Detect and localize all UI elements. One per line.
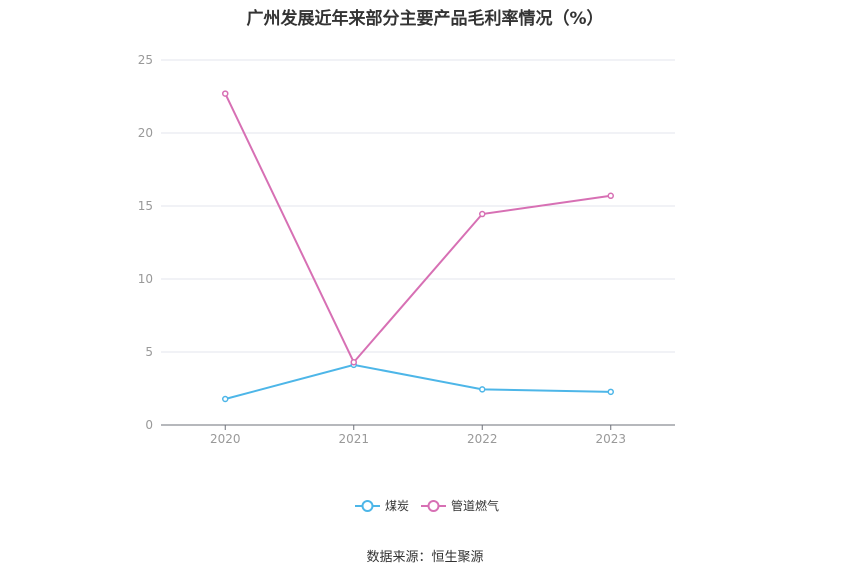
x-tick-label: 2020 bbox=[210, 432, 241, 446]
legend-label[interactable]: 管道燃气 bbox=[451, 498, 499, 513]
data-point[interactable] bbox=[607, 192, 614, 200]
series-line-1 bbox=[224, 93, 611, 365]
legend[interactable]: 煤炭 管道燃气 bbox=[355, 498, 499, 513]
data-point[interactable] bbox=[479, 386, 486, 393]
y-tick-label: 10 bbox=[138, 272, 153, 286]
grid-lines bbox=[161, 59, 675, 353]
x-tick-label: 2023 bbox=[595, 432, 626, 446]
data-point[interactable] bbox=[607, 388, 614, 396]
data-point[interactable] bbox=[350, 358, 357, 366]
y-tick-label: 5 bbox=[145, 345, 153, 359]
y-tick-label: 15 bbox=[138, 199, 153, 213]
legend-label[interactable]: 煤炭 bbox=[385, 499, 409, 513]
data-point[interactable] bbox=[222, 395, 229, 403]
y-tick-label: 0 bbox=[145, 418, 153, 432]
series-line-0 bbox=[224, 363, 611, 400]
data-point[interactable] bbox=[222, 90, 229, 97]
y-tick-label: 20 bbox=[138, 126, 153, 140]
x-axis: 2020 2021 2022 2023 bbox=[161, 424, 675, 446]
y-tick-label: 25 bbox=[138, 53, 153, 67]
x-tick-label: 2021 bbox=[338, 432, 369, 446]
chart-title: 广州发展近年来部分主要产品毛利率情况（%） bbox=[246, 9, 604, 29]
legend-marker[interactable] bbox=[427, 500, 440, 512]
legend-marker[interactable] bbox=[361, 500, 374, 512]
x-tick-label: 2022 bbox=[467, 432, 498, 446]
data-point[interactable] bbox=[479, 210, 486, 218]
data-source: 数据来源：恒生聚源 bbox=[366, 550, 484, 565]
series-layer bbox=[222, 90, 614, 403]
y-axis: 0 5 10 15 20 25 bbox=[138, 53, 153, 432]
